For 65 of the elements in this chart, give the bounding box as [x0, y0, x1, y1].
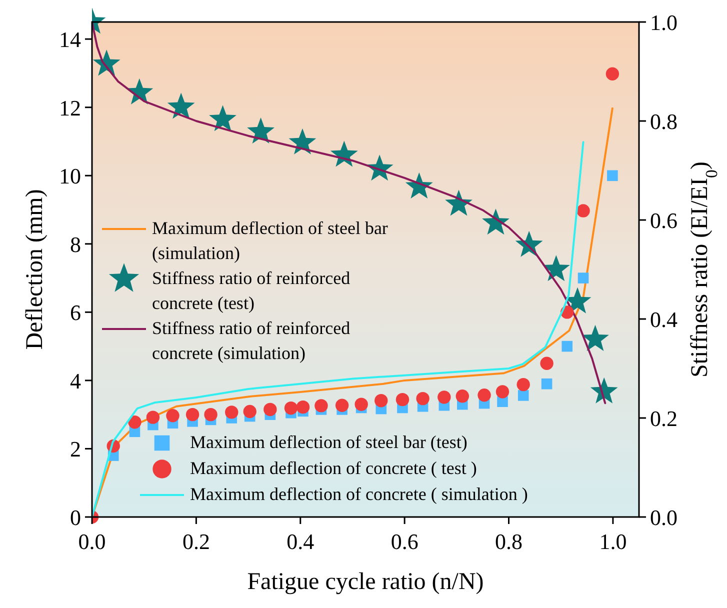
point: [590, 377, 618, 404]
point: [542, 255, 570, 282]
y-tick-label: 2: [70, 436, 81, 462]
x-tick-label: 0.4: [286, 529, 314, 554]
point: [374, 394, 388, 408]
y-tick-label: 10: [59, 164, 81, 189]
point: [478, 388, 491, 402]
point: [416, 392, 430, 406]
y2-tick-label: 0.4: [650, 307, 678, 332]
y2-tick-label: 0.2: [650, 406, 678, 431]
point: [607, 170, 618, 182]
point: [204, 408, 218, 422]
legend-label: Maximum deflection of concrete ( simulation ): [190, 484, 528, 504]
point: [314, 399, 328, 412]
legend-label: Stiffness ratio of reinforced concrete (simulation): [152, 318, 350, 363]
point: [225, 406, 238, 419]
x-axis-title: Fatigue cycle ratio (n/N): [247, 569, 484, 595]
point: [354, 398, 368, 411]
y2-tick-label: 1.0: [650, 10, 678, 35]
point: [335, 398, 349, 412]
legend-label: Stiffness ratio of reinforced concrete (test): [152, 268, 350, 313]
point: [562, 340, 573, 352]
point: [284, 402, 298, 415]
point: [564, 287, 592, 314]
point: [516, 378, 530, 392]
point: [296, 400, 310, 414]
point: [146, 410, 160, 424]
point: [264, 402, 277, 416]
legend-label: Maximum deflection of steel bar (simulation): [152, 218, 388, 263]
point: [166, 409, 180, 422]
point: [456, 390, 469, 403]
point: [438, 390, 451, 404]
x-tick-label: 1.0: [599, 529, 627, 554]
point: [578, 272, 589, 284]
y-tick-label: 0: [70, 505, 81, 530]
y2-tick-label: 0.6: [650, 208, 678, 233]
point: [482, 208, 510, 235]
y2-tick-label: 0.8: [650, 109, 678, 134]
point: [243, 404, 256, 418]
point: [540, 356, 554, 370]
y-axis-title: Deflection (mm): [22, 189, 48, 350]
y-tick-label: 14: [59, 27, 81, 52]
point: [209, 105, 236, 132]
y-tick-label: 6: [70, 300, 81, 326]
point: [518, 390, 529, 401]
point: [496, 385, 510, 398]
point: [128, 415, 142, 429]
point: [167, 92, 195, 119]
y-tick-label: 4: [70, 368, 81, 394]
x-tick-label: 0.6: [390, 529, 418, 554]
point: [186, 408, 200, 422]
point: [576, 204, 590, 218]
point: [396, 392, 410, 406]
x-tick-label: 0.8: [495, 529, 523, 554]
point: [582, 324, 609, 351]
y2-tick-label: 0.0: [650, 505, 678, 530]
legend-label: Maximum deflection of concrete ( test ): [190, 458, 477, 478]
y-tick-label: 8: [70, 232, 81, 257]
point: [247, 117, 274, 144]
y-tick-label: 12: [59, 95, 81, 120]
point: [541, 378, 552, 390]
x-tick-label: 0.2: [182, 529, 210, 554]
legend-label: Maximum deflection of steel bar (test): [190, 432, 468, 452]
point: [606, 67, 620, 80]
x-tick-label: 0.0: [78, 529, 106, 554]
